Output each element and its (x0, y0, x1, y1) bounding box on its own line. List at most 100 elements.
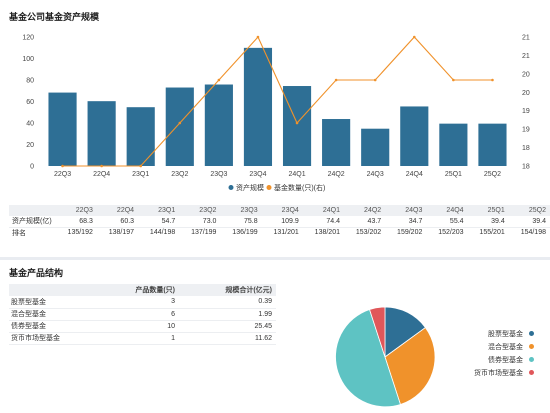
row-label-ranking: 排名 (12, 229, 26, 237)
pie-slice (335, 308, 401, 408)
asset-scale-cell: 39.4 (467, 216, 509, 228)
column-header-quarter: 23Q3 (220, 205, 262, 216)
asset-scale-bar (400, 106, 429, 166)
y-left-tick-label: 0 (30, 164, 34, 171)
fund-type-count: 1 (119, 332, 177, 345)
legend-dot-icon (529, 357, 534, 362)
y-right-tick-label: 18 (522, 164, 530, 171)
y-left-tick-label: 100 (22, 56, 34, 63)
section-title-product-structure: 基金产品结构 (9, 268, 64, 278)
x-tick-label: 23Q4 (249, 171, 266, 178)
legend-item-hybrid: 混合型基金 (474, 340, 534, 353)
table-header-row: 产品数量(只) 规模合计(亿元) (9, 284, 276, 296)
legend-label: 股票型基金 (488, 330, 523, 338)
asset-scale-bar (478, 123, 507, 166)
ranking-cell: 152/203 (438, 229, 464, 237)
x-tick-label: 23Q2 (171, 171, 188, 178)
y-right-tick-label: 20 (522, 71, 530, 78)
legend-dot-icon (529, 370, 534, 375)
fund-count-line (62, 36, 493, 167)
header-size: 规模合计(亿元) (177, 284, 276, 296)
legend-label: 货币市场型基金 (474, 369, 523, 377)
fund-count-point (295, 121, 299, 125)
legend-label-fund-count: 基金数量(只)(右) (274, 183, 325, 192)
column-header-quarter: 24Q4 (426, 205, 468, 216)
column-header-quarter: 22Q3 (55, 205, 97, 216)
table-row: 混合型基金 6 1.99 (9, 308, 276, 321)
asset-scale-bar (87, 101, 116, 166)
fund-count-point (452, 78, 455, 82)
fund-count-point (256, 35, 260, 39)
column-header-quarter: 23Q4 (261, 205, 303, 216)
y-left-tick-label: 80 (26, 78, 34, 85)
table-row-ranking: 排名 135/192 138/197 144/198 137/199 136/199 131… (9, 227, 550, 238)
ranking-cell: 154/198 (520, 229, 546, 237)
legend-item-stock: 股票型基金 (474, 327, 534, 340)
ranking-cell: 144/198 (149, 229, 176, 237)
column-header-quarter: 23Q2 (179, 205, 221, 216)
column-header-quarter: 24Q2 (343, 205, 386, 216)
asset-scale-bar (48, 92, 77, 166)
x-tick-label: 24Q3 (367, 171, 384, 178)
ranking-cell: 138/201 (314, 229, 340, 237)
legend-dot-icon (529, 331, 534, 336)
section-title-asset-scale: 基金公司基金资产规模 (9, 12, 100, 22)
fund-type-name: 债券型基金 (9, 320, 119, 333)
asset-scale-table: 22Q3 22Q4 23Q1 23Q2 23Q3 23Q4 24Q1 24Q2 24Q3 24Q4… (9, 205, 550, 238)
y-right-tick-label: 21 (522, 53, 530, 60)
asset-scale-bar (282, 86, 312, 166)
ranking-cell: 155/201 (479, 229, 505, 237)
y-left-tick-label: 120 (22, 35, 34, 42)
asset-scale-bar (126, 107, 155, 166)
legend-label: 混合型基金 (488, 343, 523, 351)
table-row: 债券型基金 10 25.45 (9, 320, 276, 333)
legend-label: 债券型基金 (488, 356, 523, 364)
asset-scale-cell: 54.7 (138, 216, 180, 228)
y-left-tick-label: 20 (26, 142, 34, 149)
x-tick-label: 25Q1 (445, 171, 462, 178)
asset-scale-cell: 60.3 (96, 216, 139, 228)
x-tick-label: 23Q1 (132, 171, 149, 178)
pie-slice (369, 306, 386, 358)
y-right-tick-label: 18 (522, 145, 530, 152)
y-left-tick-label: 60 (26, 99, 34, 106)
ranking-cell: 131/201 (273, 229, 299, 237)
asset-scale-cell: 43.7 (343, 216, 386, 228)
column-header-quarter: 24Q1 (302, 205, 344, 216)
row-label-asset-scale: 资产规模(亿) (9, 216, 56, 228)
fund-type-size: 11.62 (177, 332, 276, 345)
table-row: 股票型基金 3 0.39 (9, 296, 276, 309)
fund-count-point (61, 164, 64, 168)
table-corner-cell (9, 205, 56, 216)
table-header-row: 22Q3 22Q4 23Q1 23Q2 23Q3 23Q4 24Q1 24Q2 24Q3 24Q4… (9, 205, 550, 216)
x-tick-label: 24Q4 (406, 171, 423, 178)
fund-type-name: 混合型基金 (9, 308, 119, 321)
legend-item-money-market: 货币市场型基金 (474, 366, 534, 379)
header-count: 产品数量(只) (119, 284, 177, 296)
fund-type-count: 6 (119, 308, 177, 321)
y-right-tick-label: 20 (522, 90, 530, 97)
x-tick-label: 24Q1 (288, 171, 305, 178)
ranking-cell: 159/202 (397, 229, 423, 237)
legend-dot-icon (228, 185, 234, 190)
fund-count-point (217, 78, 221, 82)
header-name (9, 284, 119, 296)
fund-count-point (334, 78, 338, 82)
asset-scale-cell: 74.4 (302, 216, 344, 228)
y-right-tick-label: 19 (522, 127, 530, 134)
x-tick-label: 22Q3 (54, 171, 71, 178)
x-tick-label: 23Q3 (210, 171, 227, 178)
legend-item-bond: 债券型基金 (474, 353, 534, 366)
asset-scale-bar (322, 119, 351, 166)
fund-count-point (178, 121, 182, 125)
asset-scale-cell: 34.7 (385, 216, 427, 228)
y-left-tick-label: 40 (26, 121, 34, 128)
fund-type-size: 0.39 (177, 296, 276, 309)
fund-type-count: 3 (119, 296, 177, 309)
asset-scale-cell: 75.8 (220, 216, 262, 228)
asset-scale-cell: 68.3 (55, 216, 97, 228)
column-header-quarter: 24Q3 (385, 205, 427, 216)
legend-label-asset-scale: 资产规模 (236, 183, 264, 192)
ranking-cell: 136/199 (232, 229, 258, 237)
ranking-cell: 138/197 (108, 229, 135, 237)
